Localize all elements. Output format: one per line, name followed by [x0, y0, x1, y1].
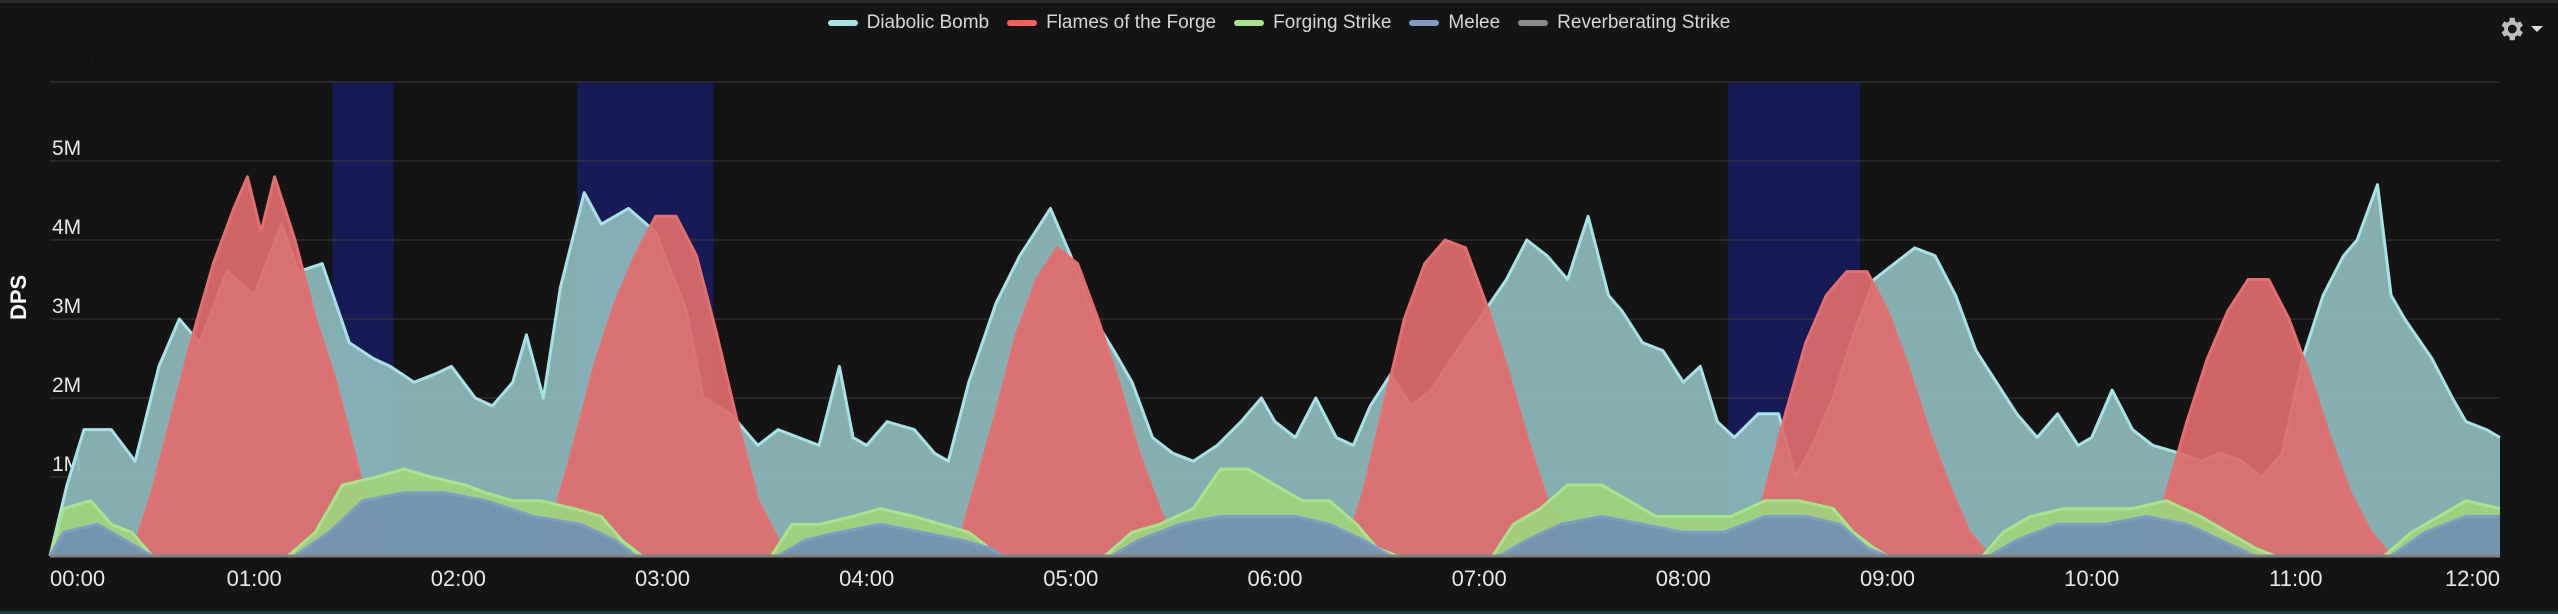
legend-swatch [1518, 20, 1549, 26]
y-tick-label: 5M [52, 137, 81, 160]
legend-label: Flames of the Forge [1046, 12, 1217, 33]
legend-label: Melee [1448, 12, 1501, 33]
legend-label: Forging Strike [1273, 12, 1392, 33]
area-3 [50, 492, 2500, 556]
x-tick-label: 05:00 [1043, 566, 1098, 591]
legend-item[interactable]: Diabolic Bomb [827, 12, 990, 34]
legend-swatch [827, 20, 858, 26]
legend-swatch [1234, 20, 1265, 26]
legend-item[interactable]: Melee [1409, 12, 1500, 34]
series-line-0 [48, 183, 2501, 557]
x-tick-label: 04:00 [839, 566, 894, 591]
settings-button[interactable] [2496, 14, 2544, 44]
x-tick-label: 12:00 [2445, 566, 2500, 591]
x-tick-label: 07:00 [1452, 566, 1507, 591]
y-tick-label: 4M [52, 216, 81, 239]
legend-swatch [1007, 20, 1038, 26]
series-line-2 [48, 467, 2501, 558]
legend-item[interactable]: Forging Strike [1234, 12, 1391, 34]
x-tick-label: 08:00 [1656, 566, 1711, 591]
zoom-label[interactable]: Zoom [48, 42, 105, 67]
x-tick-label: 02:00 [431, 566, 486, 591]
y-axis-label: DPS [6, 274, 31, 320]
series-line-3 [48, 491, 2500, 558]
gear-icon [2501, 17, 2523, 41]
x-tick-label: 03:00 [635, 566, 690, 591]
legend-label: Reverberating Strike [1557, 12, 1731, 33]
legend-swatch [1409, 20, 1440, 26]
area-2 [50, 469, 2500, 556]
chevron-down-icon [2531, 26, 2543, 32]
legend: Diabolic Bomb Flames of the Forge Forging … [0, 12, 2558, 34]
x-tick-label: 10:00 [2064, 566, 2119, 591]
y-tick-label: 3M [52, 295, 81, 318]
area-1 [50, 176, 2500, 557]
x-tick-label: 01:00 [227, 566, 282, 591]
legend-item[interactable]: Flames of the Forge [1007, 12, 1216, 34]
x-tick-label: 00:00 [50, 566, 105, 591]
x-tick-label: 06:00 [1247, 566, 1302, 591]
y-tick-label: 2M [52, 374, 81, 397]
legend-item[interactable]: Reverberating Strike [1518, 12, 1730, 34]
x-tick-label: 09:00 [1860, 566, 1915, 591]
legend-label: Diabolic Bomb [866, 12, 990, 33]
x-tick-label: 11:00 [2269, 566, 2322, 591]
